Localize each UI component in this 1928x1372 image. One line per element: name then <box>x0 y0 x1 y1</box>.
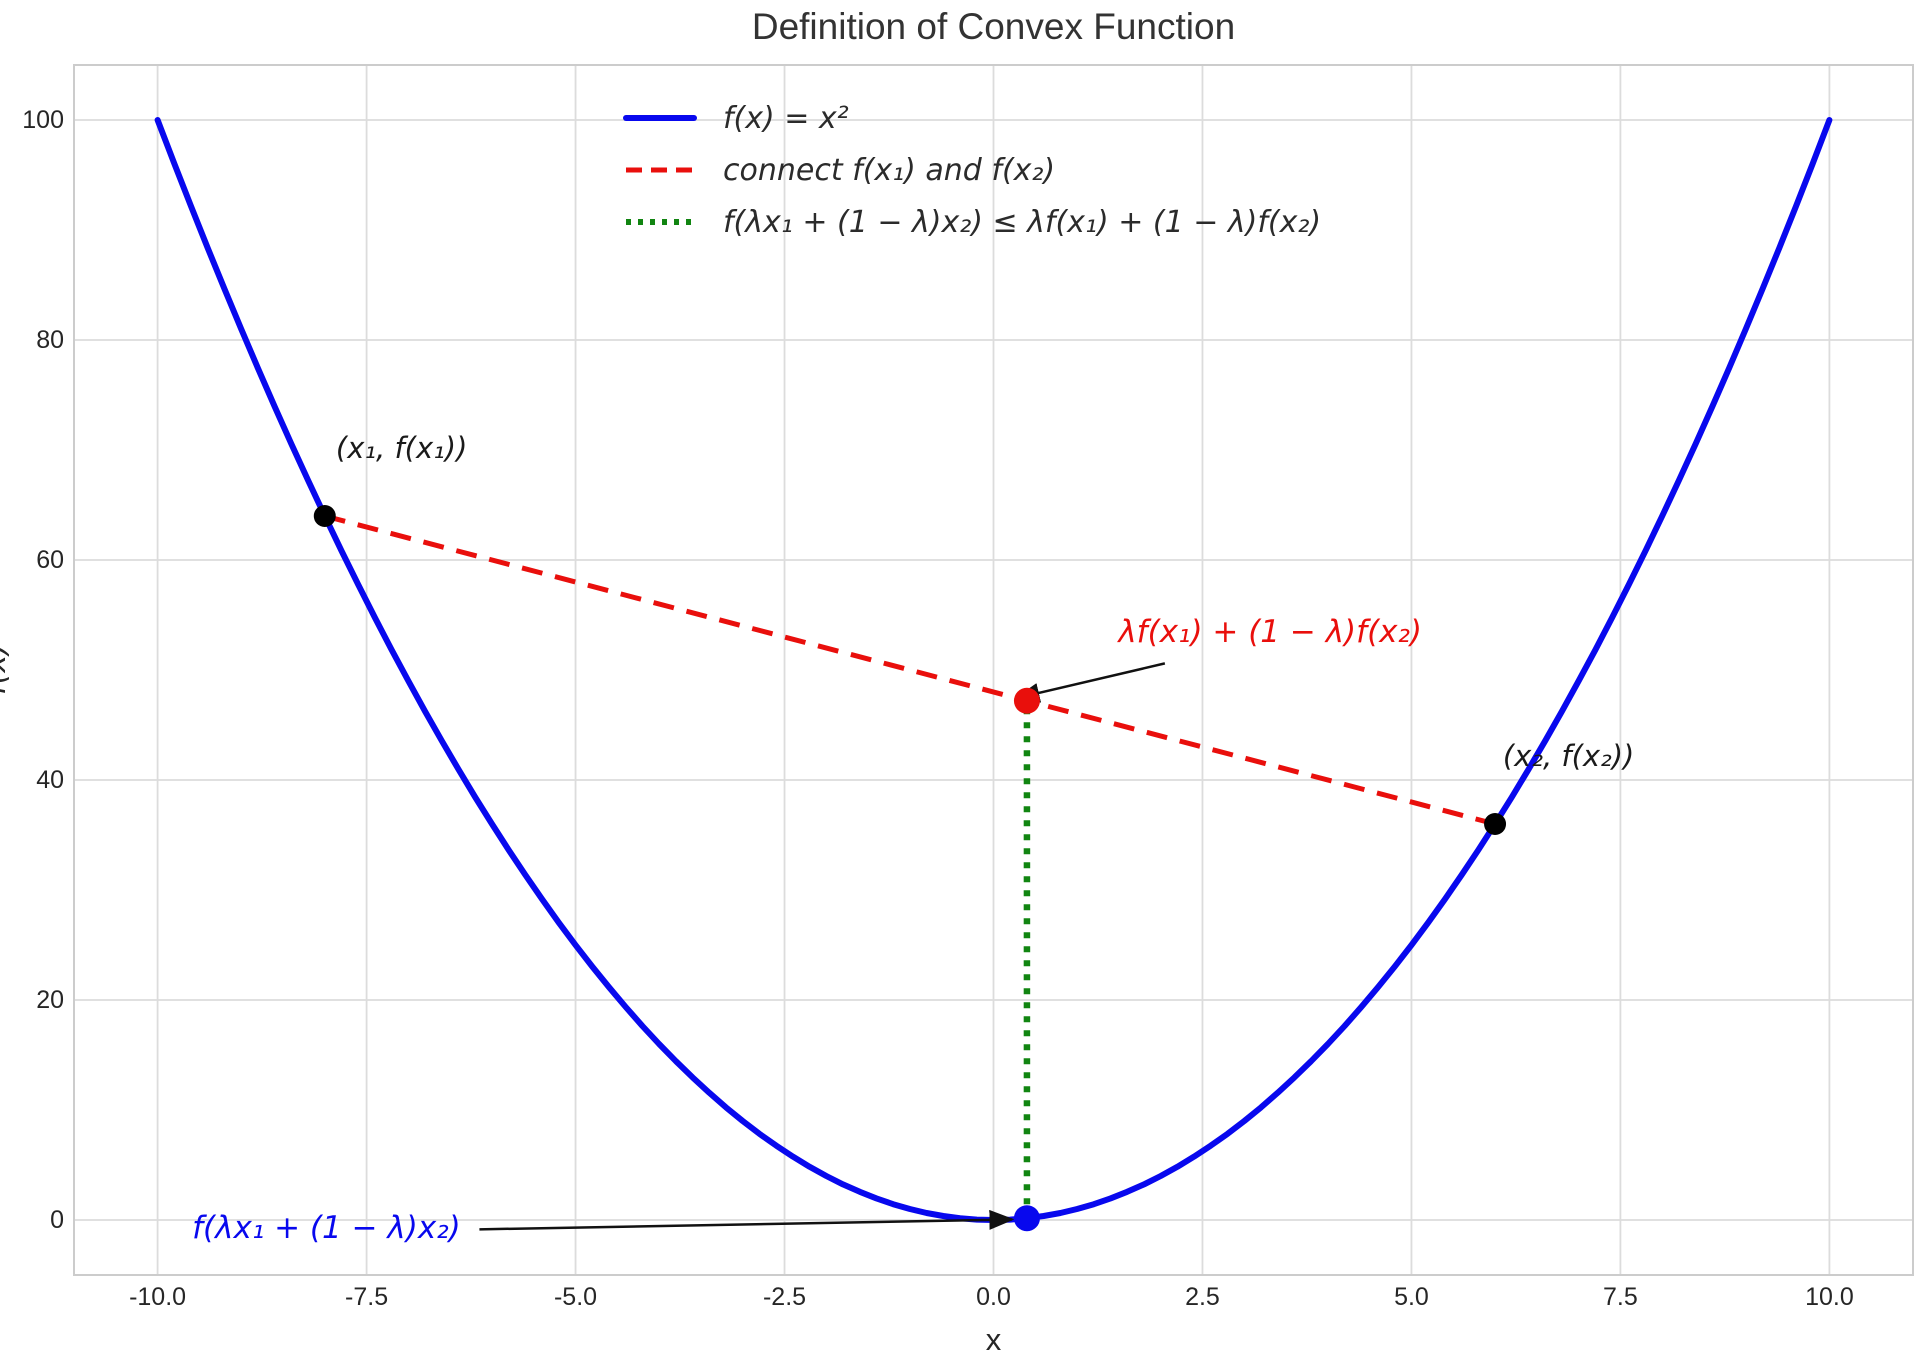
annotation-function-value: f(λx₁ + (1 − λ)x₂) <box>192 1210 461 1247</box>
legend-label: f(x) = x² <box>723 100 849 136</box>
legend: f(x) = x² connect f(x₁) and f(x₂) f(λx₁ … <box>623 92 1321 248</box>
point-x2 <box>1484 813 1507 835</box>
x-tick-label: 2.5 <box>1185 1283 1220 1311</box>
legend-line-sample-dashed <box>626 167 694 173</box>
y-tick-label: 0 <box>50 1206 64 1234</box>
legend-item-chord: connect f(x₁) and f(x₂) <box>623 144 1321 196</box>
point-function-at-combination <box>1013 1205 1040 1232</box>
plot-border <box>73 64 1914 1276</box>
legend-item-inequality: f(λx₁ + (1 − λ)x₂) ≤ λf(x₁) + (1 − λ)f(x… <box>623 196 1321 248</box>
x-tick-label: 0.0 <box>976 1283 1011 1311</box>
legend-label: f(λx₁ + (1 − λ)x₂) ≤ λf(x₁) + (1 − λ)f(x… <box>723 204 1322 240</box>
x-tick-label: -10.0 <box>129 1283 187 1311</box>
legend-line-sample-dotted <box>626 219 694 225</box>
y-tick-label: 60 <box>36 546 64 574</box>
chord-line <box>324 513 1496 827</box>
legend-label: connect f(x₁) and f(x₂) <box>723 152 1056 188</box>
point-label-x1: (x₁, f(x₁)) <box>335 430 468 465</box>
y-tick-label: 100 <box>22 106 64 134</box>
y-tick-label: 20 <box>36 986 64 1014</box>
annotation-arrow-0 <box>1014 662 1166 703</box>
point-chord-combination <box>1013 687 1040 714</box>
legend-item-function: f(x) = x² <box>623 92 1321 144</box>
x-tick-label: 5.0 <box>1394 1283 1429 1311</box>
y-axis-label: f(x) <box>0 643 13 695</box>
x-tick-label: -7.5 <box>345 1283 389 1311</box>
x-tick-label: -5.0 <box>553 1283 598 1311</box>
x-tick-label: -2.5 <box>762 1283 807 1311</box>
chart-title: Definition of Convex Function <box>751 6 1236 47</box>
annotation-arrow-1 <box>479 1209 1015 1231</box>
point-x1 <box>313 505 336 527</box>
point-label-x2: (x₂, f(x₂)) <box>1502 738 1635 773</box>
x-tick-label: 10.0 <box>1805 1283 1854 1311</box>
x-tick-label: 7.5 <box>1603 1283 1638 1311</box>
legend-line-sample-solid <box>623 115 697 121</box>
y-tick-label: 80 <box>36 326 64 354</box>
x-axis-label: x <box>985 1322 1002 1357</box>
annotation-chord-value: λf(x₁) + (1 − λ)f(x₂) <box>1118 613 1423 650</box>
y-tick-label: 40 <box>36 766 64 794</box>
